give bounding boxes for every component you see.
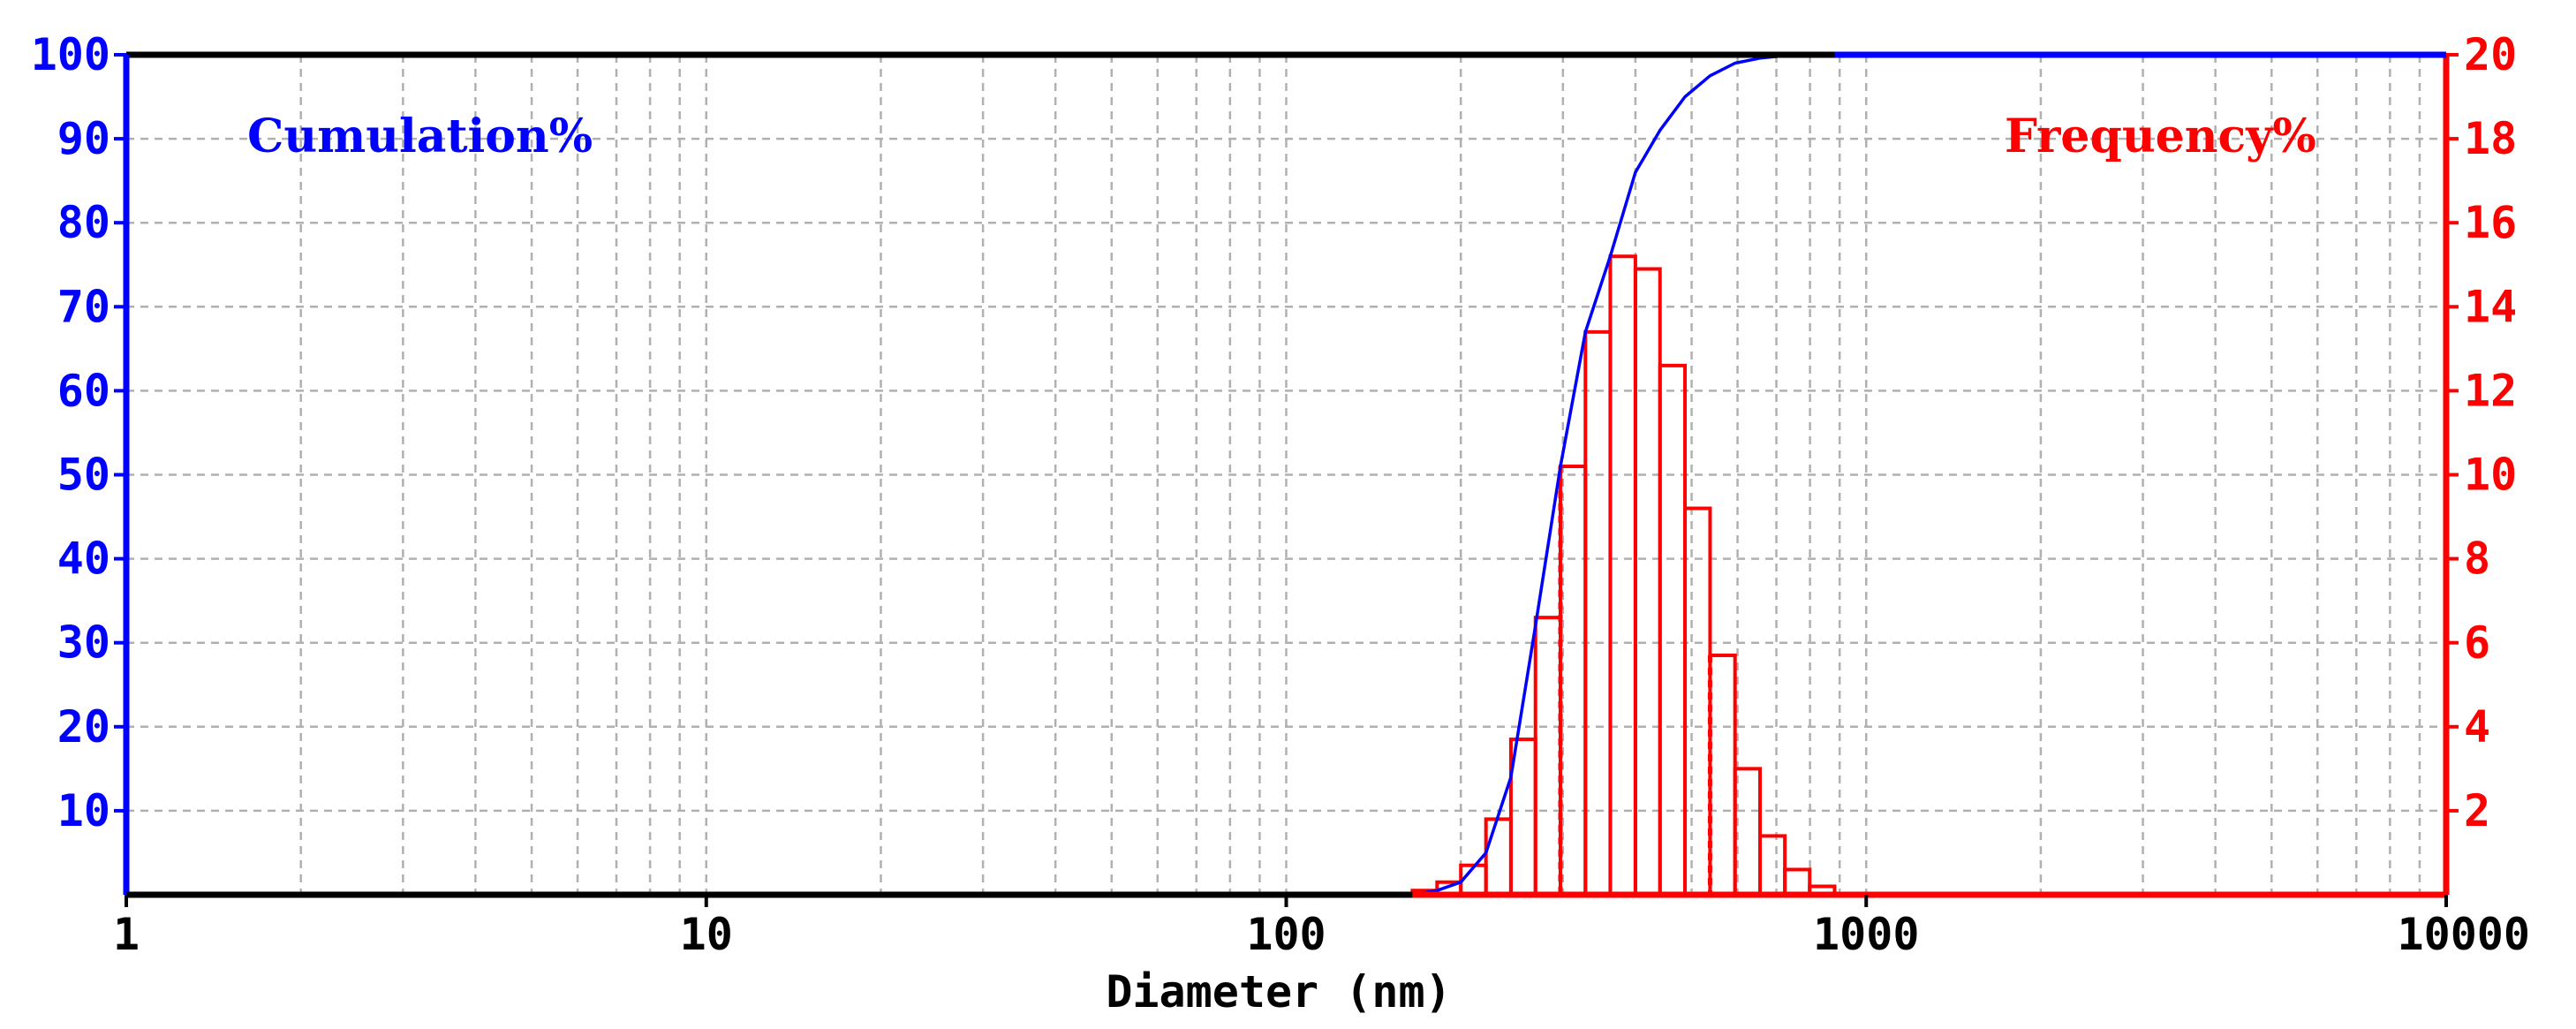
grid-lines bbox=[126, 53, 2446, 895]
right-tick-label: 8 bbox=[2464, 533, 2490, 585]
left-tick-label: 60 bbox=[57, 365, 110, 416]
x-tick-label: 1000 bbox=[1813, 909, 1919, 960]
x-tick-label: 10 bbox=[680, 909, 733, 960]
right-tick-label: 2 bbox=[2464, 785, 2490, 836]
x-axis-ticks: 1 10 100 1000 10000 bbox=[113, 895, 2530, 960]
left-tick-label: 80 bbox=[57, 197, 110, 248]
right-tick-label: 18 bbox=[2464, 113, 2517, 164]
frequency-label: Frequency% bbox=[2005, 110, 2316, 163]
right-tick-label: 12 bbox=[2464, 365, 2517, 416]
frequency-bar bbox=[1708, 653, 1737, 897]
frequency-bar bbox=[1608, 254, 1637, 897]
right-tick-label: 14 bbox=[2464, 281, 2517, 332]
right-tick-label: 4 bbox=[2464, 701, 2490, 753]
right-axis-ticks: 2 4 6 8 10 12 14 16 18 20 bbox=[2446, 29, 2517, 836]
frequency-bar bbox=[1733, 767, 1763, 897]
frequency-bar bbox=[1758, 834, 1787, 897]
frequency-bar bbox=[1783, 867, 1812, 897]
right-tick-label: 10 bbox=[2464, 450, 2517, 501]
x-tick-label: 100 bbox=[1246, 909, 1326, 960]
right-tick-label: 20 bbox=[2464, 29, 2517, 80]
left-tick-label: 20 bbox=[57, 701, 110, 753]
left-tick-label: 40 bbox=[57, 533, 110, 585]
frequency-bar bbox=[1558, 464, 1588, 897]
cumulation-label: Cumulation% bbox=[247, 110, 593, 163]
left-axis-ticks: 10 20 30 40 50 60 70 80 90 100 bbox=[31, 29, 126, 836]
frequency-bar bbox=[1533, 616, 1562, 897]
frequency-bar bbox=[1633, 267, 1662, 897]
frequency-bar bbox=[1484, 817, 1513, 897]
frequency-bar bbox=[1683, 506, 1712, 897]
x-tick-label: 10000 bbox=[2397, 909, 2530, 960]
left-tick-label: 50 bbox=[57, 450, 110, 501]
left-tick-label: 30 bbox=[57, 617, 110, 669]
frequency-bars bbox=[1410, 254, 1837, 897]
left-tick-label: 90 bbox=[57, 113, 110, 164]
x-axis-title: Diameter (nm) bbox=[1106, 966, 1451, 1018]
right-tick-label: 6 bbox=[2464, 617, 2490, 669]
left-tick-label: 10 bbox=[57, 785, 110, 836]
left-tick-label: 70 bbox=[57, 281, 110, 332]
right-tick-label: 16 bbox=[2464, 197, 2517, 248]
dashed-bin-edges bbox=[1558, 465, 1712, 895]
frequency-bar bbox=[1658, 363, 1688, 897]
x-tick-label: 1 bbox=[113, 909, 140, 960]
left-tick-label: 100 bbox=[31, 29, 110, 80]
